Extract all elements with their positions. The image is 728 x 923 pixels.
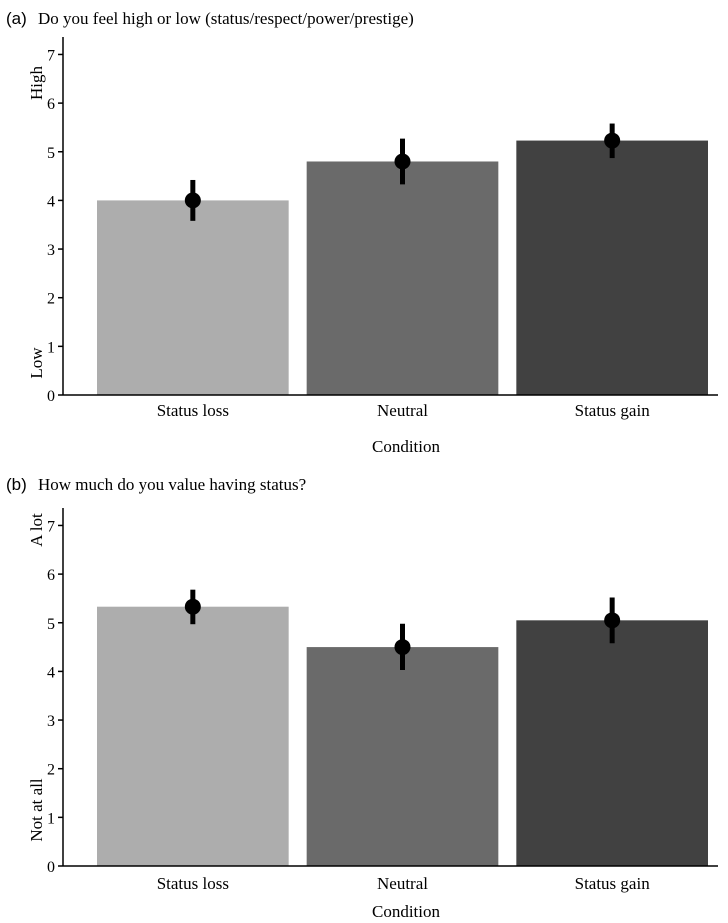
panel-a-y-anchor-low: Low [27,347,46,379]
panel-a-category-label-0: Status loss [157,401,229,420]
panel-b-y-tick-label-3: 3 [47,713,55,730]
panel-a-y-tick-label-5: 5 [47,145,55,162]
panel-b-y-tick-label-5: 5 [47,616,55,633]
panel-b-category-label-0: Status loss [157,874,229,893]
panel-a-y-tick-label-6: 6 [47,96,55,113]
panel-b-mean-point-2 [604,612,621,629]
panel-b-y-tick-label-6: 6 [47,567,55,584]
panel-a-label: (a) [6,9,27,28]
panel-a-category-label-2: Status gain [575,401,651,420]
panel-b-x-axis-title: Condition [372,902,441,921]
panel-b-category-label-1: Neutral [377,874,428,893]
panel-a-bar-1 [306,161,499,395]
panel-a: (a) Do you feel high or low (status/resp… [6,9,718,456]
panel-b-title: How much do you value having status? [38,475,306,494]
panel-a-y-tick-label-7: 7 [47,47,55,64]
panel-a-x-axis-title: Condition [372,437,441,456]
panel-b-mean-point-1 [394,639,411,656]
panel-a-y-tick-label-3: 3 [47,242,55,259]
panel-b-y-anchor-low: Not at all [27,778,46,842]
panel-a-y-tick-label-1: 1 [47,339,55,356]
panel-b-y-tick-label-7: 7 [47,518,55,535]
panel-b-y-tick-label-0: 0 [47,859,55,876]
panel-a-y-anchor-high: High [27,66,46,101]
panel-b-y-tick-label-1: 1 [47,810,55,827]
panel-a-bar-2 [516,140,708,395]
panel-b-category-label-2: Status gain [575,874,651,893]
panel-b-bar-2 [516,620,708,866]
panel-b-mean-point-0 [184,598,201,615]
panel-a-mean-point-0 [184,192,201,209]
panel-b-y-anchor-high: A lot [27,513,46,547]
panel-b-y-tick-label-2: 2 [47,762,55,779]
panel-b: (b) How much do you value having status?… [6,475,718,921]
panel-a-y-tick-label-4: 4 [47,193,55,210]
panel-a-title: Do you feel high or low (status/respect/… [38,9,414,28]
panel-a-bar-0 [97,200,289,395]
panel-a-mean-point-1 [394,153,411,170]
panel-b-label: (b) [6,475,27,494]
panel-b-bar-1 [306,647,499,866]
panel-a-y-tick-label-0: 0 [47,388,55,405]
panel-a-mean-point-2 [604,132,621,149]
panel-b-y-tick-label-4: 4 [47,664,55,681]
panel-b-bar-0 [97,606,289,866]
panel-a-y-tick-label-2: 2 [47,291,55,308]
panel-a-category-label-1: Neutral [377,401,428,420]
